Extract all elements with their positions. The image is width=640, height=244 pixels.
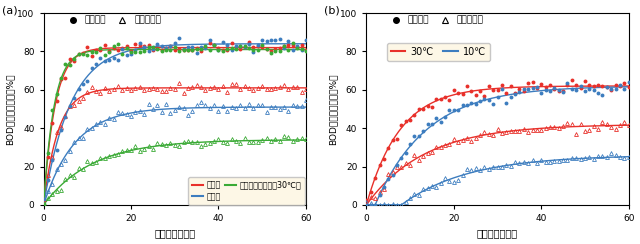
X-axis label: 試験日数（日）: 試験日数（日） xyxy=(154,228,195,238)
X-axis label: 試験日数（日）: 試験日数（日） xyxy=(477,228,518,238)
Text: (b): (b) xyxy=(324,5,340,15)
Text: (a): (a) xyxy=(2,5,17,15)
Y-axis label: BOD海水生分解度（%）: BOD海水生分解度（%） xyxy=(6,73,15,145)
Legend: 30℃, 10℃: 30℃, 10℃ xyxy=(387,43,490,61)
Y-axis label: BOD海水生分解度（%）: BOD海水生分解度（%） xyxy=(328,73,337,145)
Legend: 千葉港, お台場, 館山　（試験温匆30℃）: 千葉港, お台場, 館山 （試験温匆30℃） xyxy=(188,177,305,205)
